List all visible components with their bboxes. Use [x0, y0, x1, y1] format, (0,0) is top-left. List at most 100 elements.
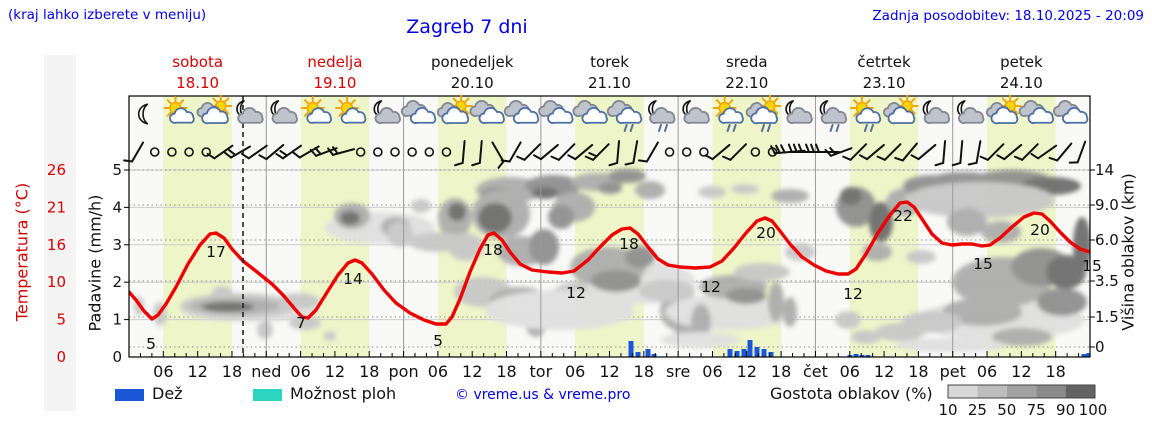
temperature-value-label: 20: [1030, 221, 1050, 239]
wind-barb-tick: [1048, 156, 1059, 162]
cloud-tick-label: 6.0: [1095, 231, 1119, 249]
calm-wind-icon: [750, 147, 761, 157]
cloud-blob: [875, 323, 925, 341]
cloud-shape: [820, 106, 848, 124]
weather-icon-moon-cloud-rain: [648, 100, 676, 132]
cloud-blob: [289, 316, 321, 330]
temperature-curve: [129, 200, 1090, 326]
day-date: 22.10: [725, 74, 768, 92]
rain-marks: [863, 124, 874, 132]
precip-tick-label: 3: [112, 236, 122, 254]
wind-barb-shaft: [975, 140, 982, 164]
day-name: četrtek: [857, 53, 911, 71]
day-name: sobota: [172, 53, 223, 71]
weather-icon-clouds: [538, 99, 574, 124]
day-date: 23.10: [863, 74, 906, 92]
hour-label: 12: [187, 362, 207, 381]
cloud-shape: [683, 106, 710, 124]
cloud-blob: [731, 184, 759, 194]
sun-ray: [853, 111, 858, 117]
sun-ray: [773, 97, 779, 103]
left-axis-strip: [44, 55, 76, 411]
wind-barb-tick: [532, 154, 543, 161]
wind-barb-tick: [471, 161, 481, 167]
calm-wind-icon: [355, 147, 366, 157]
hour-label: 18: [359, 362, 379, 381]
wind-barb-shaft: [265, 143, 285, 161]
wind-barb-tick: [876, 155, 886, 161]
cloud-shape: [718, 107, 744, 124]
sun-ray: [715, 99, 721, 105]
cloud-cover-field: [134, 169, 1090, 352]
wind-barb-tick: [327, 147, 334, 156]
weather-icon-cloud-sun-rain: [745, 94, 782, 132]
cloud-blob: [478, 203, 512, 233]
density-tick-label: 75: [1027, 401, 1046, 419]
cloud-blob: [639, 280, 695, 302]
wind-barb-shaft: [491, 141, 505, 163]
rain-bar: [645, 349, 651, 357]
wind-barb-tick: [637, 159, 648, 163]
cloud-shape: [169, 107, 195, 124]
sun-ray: [338, 111, 344, 117]
precip-tick-label: 0: [112, 348, 122, 366]
hour-label: 18: [1045, 362, 1065, 381]
showers-legend-label: Možnost ploh: [290, 384, 397, 403]
calm-wind-icon: [441, 147, 452, 157]
wind-barb-shaft: [632, 140, 639, 164]
density-segment: [948, 385, 978, 398]
hour-label: 12: [1011, 362, 1031, 381]
cloud-shape: [990, 106, 1019, 125]
weather-icon-moon-cloud: [270, 100, 298, 124]
wind-barb-shaft: [478, 140, 483, 164]
wind-barb-tick: [588, 152, 598, 158]
sun-ray: [910, 109, 916, 115]
sun-ray: [224, 97, 230, 103]
calm-wind-icon: [424, 147, 435, 157]
cloud-density-legend: 10 25 50 75 90 100: [938, 384, 1107, 419]
day-date: 20.10: [451, 74, 494, 92]
wind-barb-tick: [722, 155, 732, 161]
rain-bar: [741, 349, 747, 357]
calm-wind-icon: [167, 147, 177, 157]
rain-bar: [859, 355, 865, 357]
cloud-blob: [625, 246, 655, 268]
temperature-value-label: 12: [701, 278, 721, 296]
hour-label: 06: [840, 362, 860, 381]
wind-barb-tick: [815, 143, 821, 153]
rain-bar: [628, 341, 634, 357]
hour-label: 06: [290, 362, 310, 381]
density-tick-label: 50: [997, 401, 1016, 419]
wind-barb-tick: [206, 152, 216, 160]
temperature-value-label: 7: [296, 314, 306, 332]
weather-icon-sun-cloud: [163, 96, 195, 124]
cloud-shape: [409, 106, 437, 124]
cloud-tick-label: 0: [1095, 338, 1105, 356]
cloud-blob: [840, 187, 862, 205]
day-headers: sobota 18.10 nedelja 19.10 ponedeljek 20.10 to…: [172, 53, 1043, 92]
hour-label: 12: [874, 362, 894, 381]
wind-barb-tick: [123, 159, 134, 163]
calm-wind-icon: [390, 147, 400, 157]
wind-barb-tick: [910, 154, 920, 161]
wind-barb-tick: [500, 159, 511, 163]
day-name: nedelja: [307, 53, 362, 71]
cloud-shape: [581, 106, 608, 124]
wind-barb-tick: [292, 151, 301, 159]
cloud-shape: [441, 106, 470, 125]
wind-barb-tick: [550, 155, 560, 161]
sun-ray: [761, 97, 767, 103]
cloud-blob: [660, 332, 740, 348]
day-name: torek: [590, 53, 629, 71]
cloud-shape: [306, 107, 332, 124]
cloud-shape: [547, 106, 574, 124]
weather-icon-cloud-sun: [436, 94, 473, 125]
wind-barb-tick: [797, 143, 803, 153]
weather-icon-sun-cloud: [300, 96, 332, 124]
wind-barb-tick: [792, 143, 798, 153]
cloud-blob: [992, 328, 1052, 346]
day-abbr-label: tor: [530, 362, 553, 381]
day-date: 18.10: [176, 74, 219, 92]
wind-barb-shaft: [540, 143, 559, 161]
wind-barb-shaft: [901, 142, 918, 162]
